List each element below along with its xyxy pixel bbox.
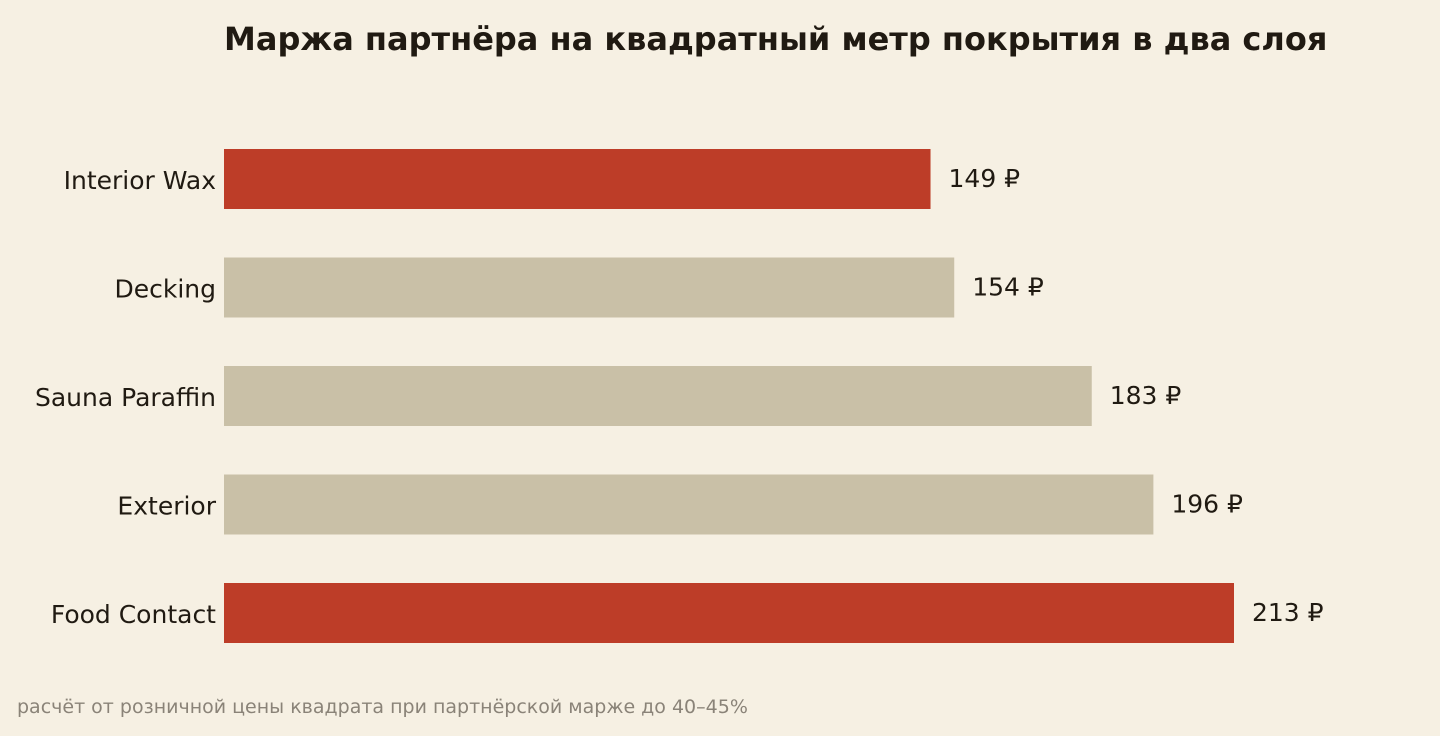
category-label: Exterior: [117, 492, 216, 521]
value-label: 196 ₽: [1171, 490, 1243, 519]
bar: [224, 583, 1234, 643]
bar: [224, 474, 1154, 535]
chart-title: Маржа партнёра на квадратный метр покрыт…: [224, 20, 1328, 58]
category-label: Sauna Paraffin: [35, 383, 216, 412]
bar-group: Sauna Paraffin 183 ₽: [35, 366, 1181, 426]
bar-group: Food Contact 213 ₽: [51, 583, 1324, 643]
category-label: Food Contact: [51, 600, 216, 629]
bar-group: Exterior 196 ₽: [117, 474, 1243, 535]
category-label: Interior Wax: [64, 166, 216, 195]
bar: [224, 257, 955, 318]
value-label: 213 ₽: [1252, 598, 1324, 627]
bar: [224, 149, 931, 209]
chart-footnote: расчёт от розничной цены квадрата при па…: [17, 696, 748, 718]
bar-group: Decking 154 ₽: [114, 257, 1044, 318]
bar-group: Interior Wax 149 ₽: [64, 149, 1021, 209]
value-label: 149 ₽: [949, 164, 1021, 193]
value-label: 154 ₽: [972, 273, 1044, 302]
category-label: Decking: [114, 275, 216, 304]
value-label: 183 ₽: [1110, 381, 1182, 410]
bar: [224, 366, 1092, 426]
